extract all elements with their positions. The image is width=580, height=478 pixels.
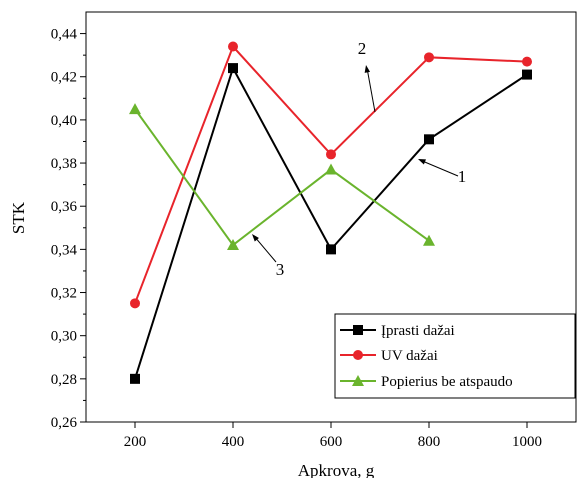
legend-label-3: Popierius be atspaudo [381, 374, 513, 390]
y-axis-title: STK [9, 201, 28, 234]
data-point-circle [326, 149, 336, 160]
annotations: 1 2 3 [252, 39, 466, 279]
data-point-square [522, 69, 532, 80]
data-point-circle [130, 298, 140, 309]
y-tick-label: 0,30 [51, 329, 77, 345]
legend: Įprasti dažai UV dažai Popierius be atsp… [334, 313, 576, 399]
legend-entry-3: Popierius be atspaudo [340, 374, 513, 390]
annotation-leader-1 [419, 159, 459, 177]
y-tick-label: 0,44 [51, 27, 78, 43]
data-point-triangle [423, 234, 435, 246]
legend-label-2: UV dažai [381, 348, 438, 364]
y-tick-label: 0,40 [51, 113, 77, 129]
legend-entry-1: Įprasti dažai [340, 323, 455, 339]
y-tick-label: 0,28 [51, 372, 77, 388]
legend-label-1: Įprasti dažai [381, 323, 455, 339]
data-point-square [228, 63, 238, 74]
legend-square-marker [353, 325, 363, 335]
x-tick-label: 600 [320, 434, 343, 450]
x-tick-label: 800 [418, 434, 441, 450]
x-tick-label: 200 [124, 434, 147, 450]
annotation-arrowhead-2 [364, 65, 371, 73]
y-tick-label: 0,32 [51, 286, 77, 302]
data-point-triangle [227, 239, 239, 251]
x-tick-label: 400 [222, 434, 245, 450]
series-line-3 [134, 108, 430, 247]
legend-entry-2: UV dažai [340, 348, 438, 364]
axes: 200 400 600 800 1000 0,26 0,28 0,30 0,32 0,34 0,36… [51, 27, 542, 450]
data-point-circle [228, 41, 238, 52]
series-line-2 [134, 44, 528, 304]
annotation-leader-2 [366, 67, 376, 113]
x-tick-label: 1000 [512, 434, 542, 450]
annotation-label-1: 1 [458, 167, 467, 186]
annotation-arrowhead-3 [252, 234, 259, 242]
data-point-circle [522, 56, 532, 67]
data-point-square [326, 244, 336, 255]
legend-circle-marker [353, 350, 363, 360]
annotation-leader-3 [253, 235, 277, 263]
y-tick-label: 0,26 [51, 415, 78, 431]
y-tick-label: 0,42 [51, 70, 77, 86]
y-tick-label: 0,36 [51, 199, 78, 215]
data-point-circle [424, 52, 434, 63]
annotation-label-3: 3 [276, 260, 285, 279]
series-layer [129, 41, 532, 384]
annotation-label-2: 2 [358, 39, 367, 58]
x-axis-title: Apkrova, g [298, 461, 375, 478]
data-point-square [424, 134, 434, 145]
y-tick-label: 0,38 [51, 156, 77, 172]
legend-triangle-marker [352, 375, 364, 386]
annotation-arrowhead-1 [418, 159, 426, 165]
data-point-triangle [325, 163, 337, 175]
data-point-triangle [129, 103, 141, 115]
y-tick-label: 0,34 [51, 242, 78, 258]
data-point-square [130, 373, 140, 384]
